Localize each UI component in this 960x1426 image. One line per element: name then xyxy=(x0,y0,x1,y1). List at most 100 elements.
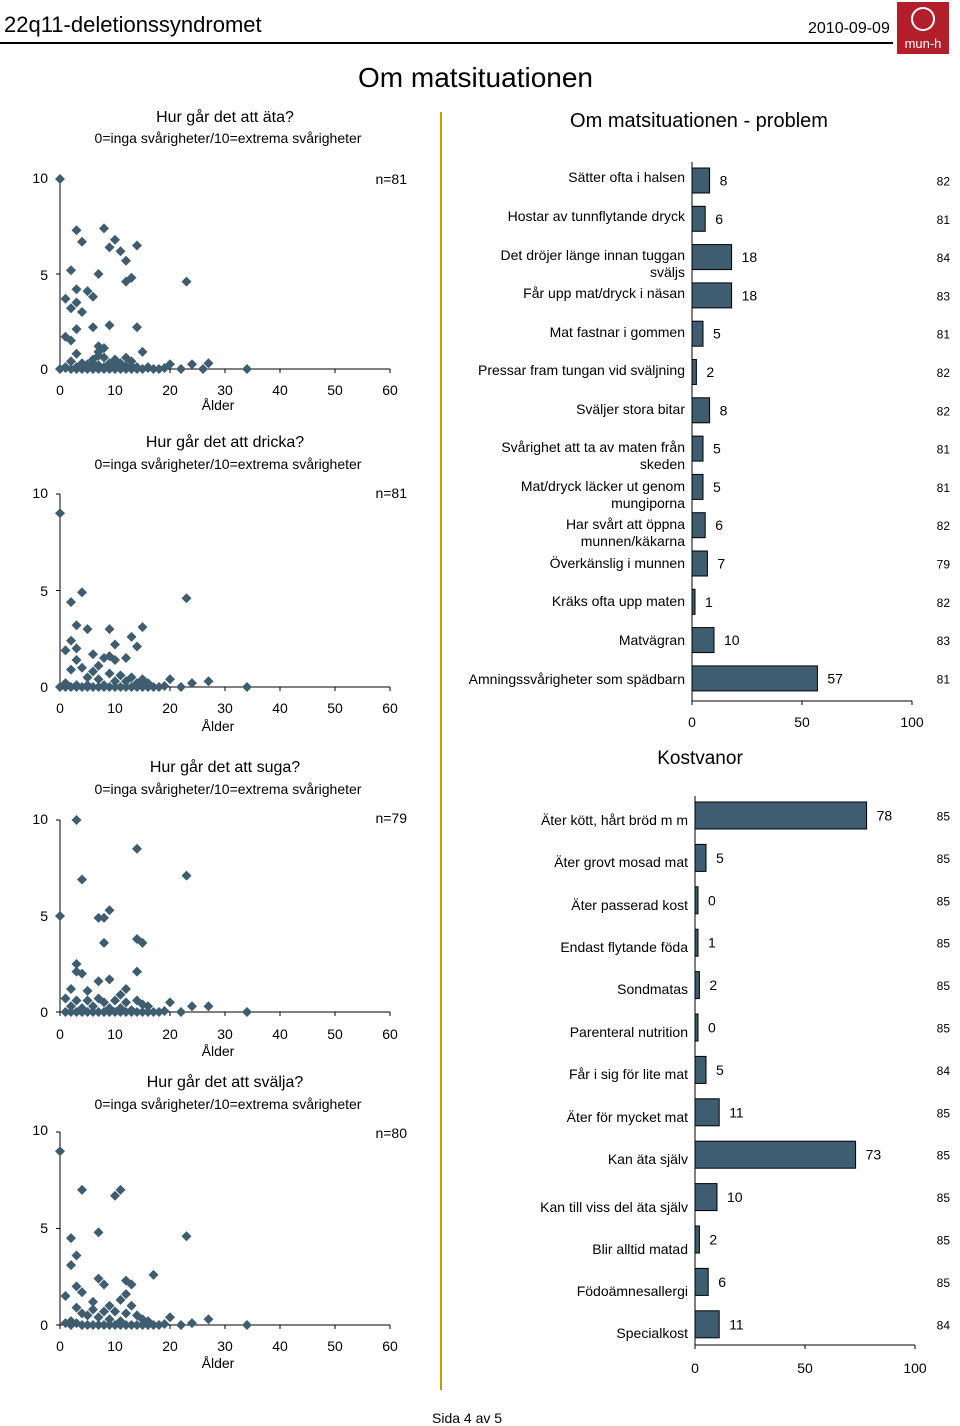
y-tick-label: 5 xyxy=(40,908,48,924)
scatter-point xyxy=(66,303,76,314)
bar-n-label: 85 xyxy=(937,1234,951,1248)
scatter-point xyxy=(66,335,76,346)
scatter-point xyxy=(115,364,126,374)
scatter-point xyxy=(88,364,98,374)
x-tick-label: 10 xyxy=(107,700,123,716)
bar-value-label: 78 xyxy=(877,808,893,824)
x-tick-label: 60 xyxy=(382,1026,398,1042)
bar-category-label-line: skeden xyxy=(640,456,685,472)
bar-x-tick-label: 50 xyxy=(797,1360,813,1376)
scatter-point xyxy=(88,682,98,692)
scatter-point xyxy=(132,240,142,251)
scatter-point xyxy=(242,364,252,374)
bar-value-label: 57 xyxy=(827,670,843,686)
bar-category-label: Matvägran xyxy=(619,632,685,648)
scatter-point xyxy=(143,682,153,692)
scatter-point xyxy=(93,912,104,923)
scatter-point xyxy=(126,1279,137,1290)
y-tick-label: 0 xyxy=(40,1317,48,1333)
x-tick-label: 30 xyxy=(217,1338,233,1354)
scatter-point xyxy=(132,843,142,854)
bar-chart-title: Om matsituationen - problem xyxy=(570,110,828,132)
bar xyxy=(691,665,818,692)
scatter-point xyxy=(165,674,175,685)
x-tick-label: 10 xyxy=(107,382,123,398)
bar-x-tick-label: 100 xyxy=(903,1360,927,1376)
scatter-point xyxy=(110,682,120,692)
document-title: 22q11-deletionssyndromet xyxy=(4,12,262,37)
bar-n-label: 85 xyxy=(937,979,951,993)
scatter-point xyxy=(159,1319,170,1330)
scatter-point xyxy=(82,682,93,692)
bar xyxy=(691,627,715,654)
scatter-point xyxy=(242,682,252,692)
x-tick-label: 0 xyxy=(56,1338,64,1354)
scatter-point xyxy=(99,1320,109,1330)
bar-value-label: 73 xyxy=(866,1147,882,1163)
bar-category-label-line: sväljs xyxy=(650,264,685,280)
scatter-point xyxy=(121,682,131,692)
scatter-point xyxy=(66,664,76,675)
scatter-point xyxy=(104,320,115,331)
scatter-point xyxy=(121,997,131,1008)
scatter-point xyxy=(66,265,76,276)
scatter-point xyxy=(71,995,82,1006)
bar-category-label-line: Mat/dryck läcker ut genom xyxy=(521,478,685,494)
scatter-title: Hur går det att dricka? xyxy=(146,433,304,451)
y-tick-label: 0 xyxy=(40,361,48,377)
scatter-point xyxy=(77,874,87,885)
scatter-point xyxy=(181,593,192,604)
scatter-point xyxy=(110,234,120,245)
bar xyxy=(691,435,704,462)
bar xyxy=(691,397,711,424)
scatter-point xyxy=(71,364,82,374)
scatter-point xyxy=(88,291,98,302)
scatter-point xyxy=(66,356,76,367)
scatter-point xyxy=(187,1001,197,1012)
scatter-point xyxy=(176,364,186,374)
scatter-point xyxy=(121,1289,131,1300)
scatter-point xyxy=(110,1190,120,1201)
scatter-point xyxy=(60,293,71,304)
bar-n-label: 83 xyxy=(937,289,951,303)
y-tick-label: 10 xyxy=(32,811,48,827)
scatter-point xyxy=(176,682,186,692)
bar xyxy=(691,167,711,194)
scatter-point xyxy=(104,905,115,916)
scatter-point xyxy=(137,1007,148,1017)
x-axis-label: Ålder xyxy=(202,718,235,734)
bar xyxy=(691,512,706,539)
scatter-point xyxy=(93,682,104,692)
bar xyxy=(694,1225,700,1254)
bar-category-label: Det dröjer länge innan tuggan sväljs xyxy=(501,247,685,280)
page-title: Om matsituationen xyxy=(358,62,593,93)
mun-h-logo: mun-h xyxy=(897,2,949,54)
scatter-point xyxy=(60,645,71,656)
scatter-point xyxy=(82,985,93,996)
scatter-point xyxy=(71,348,82,359)
bar-category-label: Sväljer stora bitar xyxy=(576,401,685,417)
scatter-n-label: n=81 xyxy=(375,485,407,501)
scatter-point xyxy=(132,1320,142,1330)
scatter-point xyxy=(55,1146,65,1157)
scatter-point xyxy=(203,676,214,687)
scatter-point xyxy=(176,1320,186,1330)
scatter-point xyxy=(71,1007,82,1017)
scatter-point xyxy=(115,989,126,1000)
scatter-subtitle: 0=inga svårigheter/10=extrema svårighete… xyxy=(95,456,362,472)
bar-category-label: Får i sig för lite mat xyxy=(569,1066,688,1082)
bar xyxy=(691,282,733,309)
bar-n-label: 84 xyxy=(937,251,951,265)
scatter-point xyxy=(181,870,192,881)
scatter-point xyxy=(126,1320,137,1330)
bar-n-label: 81 xyxy=(937,672,951,686)
scatter-point xyxy=(115,1184,126,1195)
scatter-point xyxy=(77,662,87,673)
bar-value-label: 5 xyxy=(716,1062,724,1078)
bar-value-label: 6 xyxy=(715,211,723,227)
bar-value-label: 2 xyxy=(709,1232,717,1248)
scatter-point xyxy=(104,682,115,692)
scatter-point xyxy=(99,364,109,374)
bar-chart-title: Kostvanor xyxy=(657,748,743,769)
bar-category-label: Äter grovt mosad mat xyxy=(554,854,688,870)
